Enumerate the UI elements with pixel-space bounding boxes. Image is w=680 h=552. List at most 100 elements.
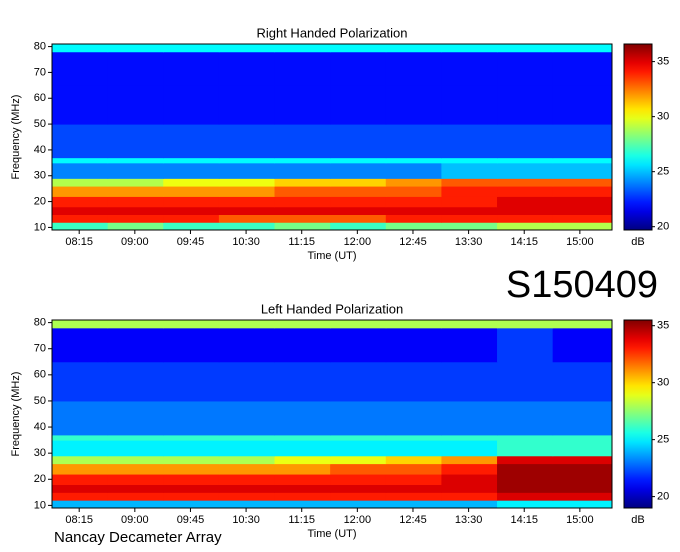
heat-cell bbox=[552, 440, 613, 457]
x-tick-label: 10:30 bbox=[232, 236, 260, 248]
y-tick-label: 70 bbox=[34, 66, 46, 78]
heat-cell bbox=[330, 124, 387, 159]
heat-cell bbox=[385, 178, 442, 187]
heat-cell bbox=[163, 196, 220, 208]
heat-cell bbox=[552, 206, 613, 215]
x-tick-label: 09:45 bbox=[177, 236, 205, 248]
heat-cell bbox=[274, 440, 331, 457]
heat-cell bbox=[274, 157, 331, 164]
y-tick-label: 60 bbox=[34, 92, 46, 104]
heat-cell bbox=[385, 327, 442, 363]
plot-frame bbox=[51, 43, 613, 231]
heat-cell bbox=[497, 162, 554, 179]
y-tick-label: 70 bbox=[34, 343, 46, 355]
heat-cell bbox=[441, 157, 498, 164]
heat-cell bbox=[274, 434, 331, 441]
y-tick-label: 60 bbox=[34, 369, 46, 381]
heat-cell bbox=[52, 434, 109, 441]
heat-cell bbox=[441, 440, 498, 457]
heat-cell bbox=[385, 157, 442, 164]
heat-cell bbox=[107, 85, 164, 125]
heat-cell bbox=[163, 85, 220, 125]
heat-cell bbox=[330, 492, 387, 501]
heat-cell bbox=[163, 484, 220, 493]
heat-cell bbox=[274, 320, 331, 329]
heat-cell bbox=[330, 434, 387, 441]
y-tick-label: 10 bbox=[34, 499, 46, 511]
heat-cell bbox=[107, 463, 164, 475]
heat-cell bbox=[552, 157, 613, 164]
heat-cell bbox=[218, 162, 276, 179]
heat-cell bbox=[330, 196, 387, 208]
chart-title: Right Handed Polarization bbox=[256, 25, 407, 40]
heat-cell bbox=[52, 455, 109, 465]
heat-cell bbox=[441, 361, 498, 402]
heat-cell bbox=[330, 361, 387, 402]
heat-cell bbox=[552, 434, 613, 441]
heat-cell bbox=[218, 463, 276, 475]
x-tick-label: 08:15 bbox=[65, 236, 93, 248]
heat-cell bbox=[218, 157, 276, 164]
y-tick-label: 50 bbox=[34, 395, 46, 407]
y-tick-label: 50 bbox=[34, 118, 46, 130]
heat-cell bbox=[385, 320, 442, 329]
heat-cell bbox=[441, 186, 498, 197]
heat-cell bbox=[274, 327, 331, 363]
heat-cell bbox=[330, 206, 387, 215]
heat-cell bbox=[107, 361, 164, 402]
heat-cell bbox=[52, 162, 109, 179]
heat-cell bbox=[274, 51, 331, 86]
heat-cell bbox=[441, 455, 498, 465]
footer: Nancay Decameter Array bbox=[54, 529, 222, 546]
heat-cell bbox=[330, 214, 387, 223]
heat-cell bbox=[385, 500, 442, 509]
heat-cell bbox=[107, 162, 164, 179]
colorbar-tick-label: 25 bbox=[657, 166, 669, 178]
heat-cell bbox=[385, 222, 442, 231]
heat-cell bbox=[330, 463, 387, 475]
colorbar-tick-label: 30 bbox=[657, 111, 669, 123]
heat-cell bbox=[274, 186, 331, 197]
heat-cell bbox=[218, 455, 276, 465]
heat-cell bbox=[552, 500, 613, 509]
heat-cell bbox=[163, 400, 220, 436]
heat-cell bbox=[497, 222, 554, 231]
heat-cell bbox=[107, 320, 164, 329]
heat-cell bbox=[497, 361, 554, 402]
heat-cell bbox=[52, 178, 109, 187]
x-tick-label: 14:15 bbox=[510, 514, 538, 526]
heat-cell bbox=[497, 196, 554, 208]
heat-cell bbox=[163, 124, 220, 159]
heat-cell bbox=[441, 44, 498, 53]
heat-cell bbox=[552, 178, 613, 187]
heat-cell bbox=[52, 361, 109, 402]
heat-cell bbox=[218, 196, 276, 208]
heat-cell bbox=[552, 214, 613, 223]
heat-cell bbox=[330, 162, 387, 179]
heat-cell bbox=[552, 455, 613, 465]
observation-id: S150409 bbox=[506, 264, 658, 306]
heat-cell bbox=[107, 500, 164, 509]
colorbar-tick-label: 35 bbox=[657, 320, 669, 332]
heat-cell bbox=[552, 162, 613, 179]
heat-cell bbox=[497, 214, 554, 223]
heat-cell bbox=[218, 492, 276, 501]
heat-cell bbox=[107, 186, 164, 197]
heat-cell bbox=[107, 44, 164, 53]
heat-cell bbox=[441, 222, 498, 231]
heat-cell bbox=[107, 196, 164, 208]
heat-cell bbox=[552, 320, 613, 329]
heat-cell bbox=[218, 434, 276, 441]
heat-cell bbox=[107, 206, 164, 215]
heat-cell bbox=[274, 500, 331, 509]
heat-cell bbox=[52, 85, 109, 125]
colorbar-tick-label: 35 bbox=[657, 56, 669, 68]
heat-cell bbox=[163, 44, 220, 53]
heat-cell bbox=[385, 400, 442, 436]
heat-cell bbox=[218, 474, 276, 485]
heat-cell bbox=[163, 162, 220, 179]
heat-cell bbox=[163, 361, 220, 402]
x-tick-label: 09:00 bbox=[121, 236, 149, 248]
heat-cell bbox=[497, 178, 554, 187]
heat-cell bbox=[274, 85, 331, 125]
